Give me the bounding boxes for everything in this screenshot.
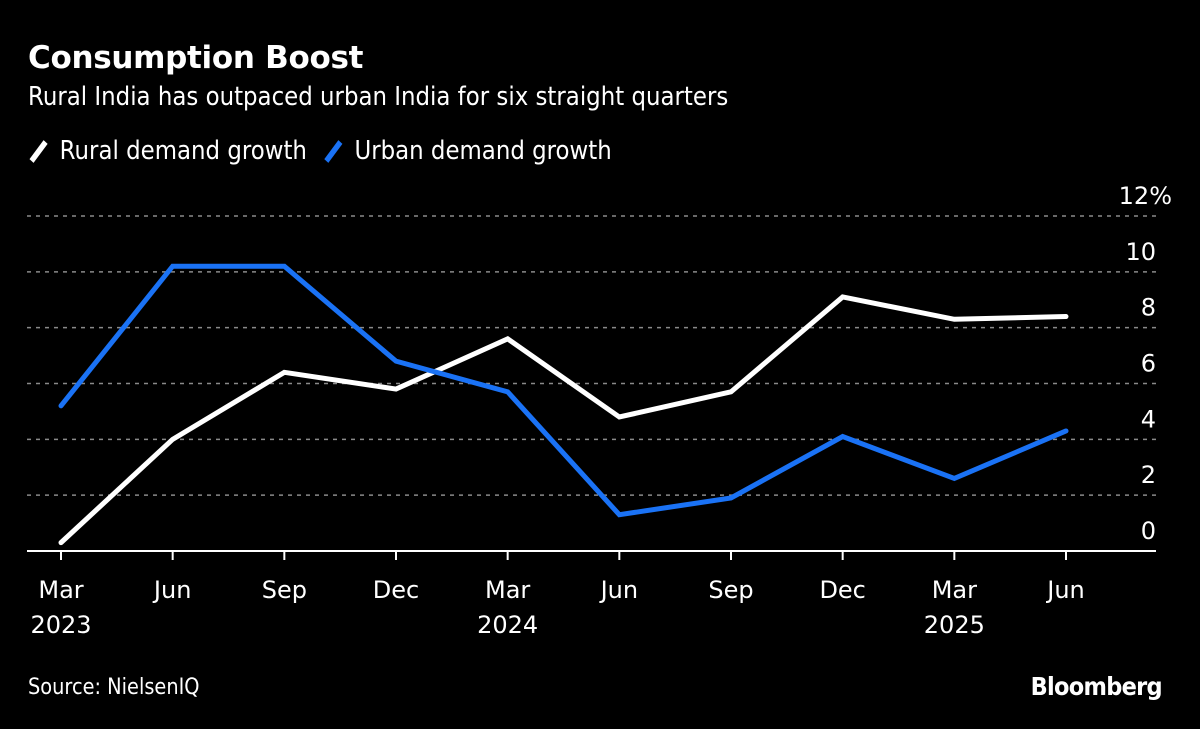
x-tick-label-month: Mar	[38, 576, 83, 604]
x-tick-label-month: Dec	[819, 576, 865, 604]
x-tick-label-month: Jun	[599, 576, 639, 604]
y-tick-label: 10	[1125, 238, 1156, 266]
x-tick-label-month: Jun	[152, 576, 192, 604]
y-tick-label: 2	[1141, 461, 1156, 489]
y-tick-label: 4	[1141, 405, 1156, 433]
legend-swatch-rural	[29, 140, 48, 163]
legend-swatch-urban	[324, 140, 343, 163]
x-tick-label-month: Mar	[932, 576, 977, 604]
series	[58, 263, 1069, 546]
series-line-rural	[58, 294, 1069, 546]
legend-item-urban: Urban demand growth	[323, 136, 612, 166]
x-axis: Mar 2023 Jun Sep Dec Mar 2024 Jun Sep Dec Mar 2025 J…	[27, 550, 1156, 639]
chart-title: Consumption Boost	[28, 40, 364, 76]
series-line-urban	[58, 263, 1069, 518]
y-tick-label: 12%	[1119, 182, 1172, 210]
legend-label-rural: Rural demand growth	[59, 136, 307, 166]
y-tick-label: 6	[1141, 350, 1156, 378]
gridlines	[27, 215, 1156, 496]
x-tick-label-month: Jun	[1045, 576, 1085, 604]
legend-label-urban: Urban demand growth	[354, 136, 612, 166]
source-note: Source: NielsenIQ	[28, 675, 200, 700]
x-tick-label-month: Sep	[262, 576, 307, 604]
x-tick-label-year: 2024	[477, 611, 538, 639]
x-tick-label-month: Dec	[373, 576, 419, 604]
x-tick-label-year: 2023	[30, 611, 91, 639]
x-tick-label-year: 2025	[924, 611, 985, 639]
y-tick-label: 8	[1141, 294, 1156, 322]
y-tick-label: 0	[1141, 517, 1156, 545]
x-tick-label-month: Mar	[485, 576, 530, 604]
x-tick-label-month: Sep	[708, 576, 753, 604]
bloomberg-logo: Bloomberg	[1030, 672, 1163, 701]
y-axis: 0 2 4 6 8 10 12%	[1119, 182, 1172, 545]
legend-item-rural: Rural demand growth	[28, 136, 307, 166]
chart-subtitle: Rural India has outpaced urban India for…	[28, 82, 729, 112]
legend: Rural demand growth Urban demand growth	[28, 136, 628, 166]
